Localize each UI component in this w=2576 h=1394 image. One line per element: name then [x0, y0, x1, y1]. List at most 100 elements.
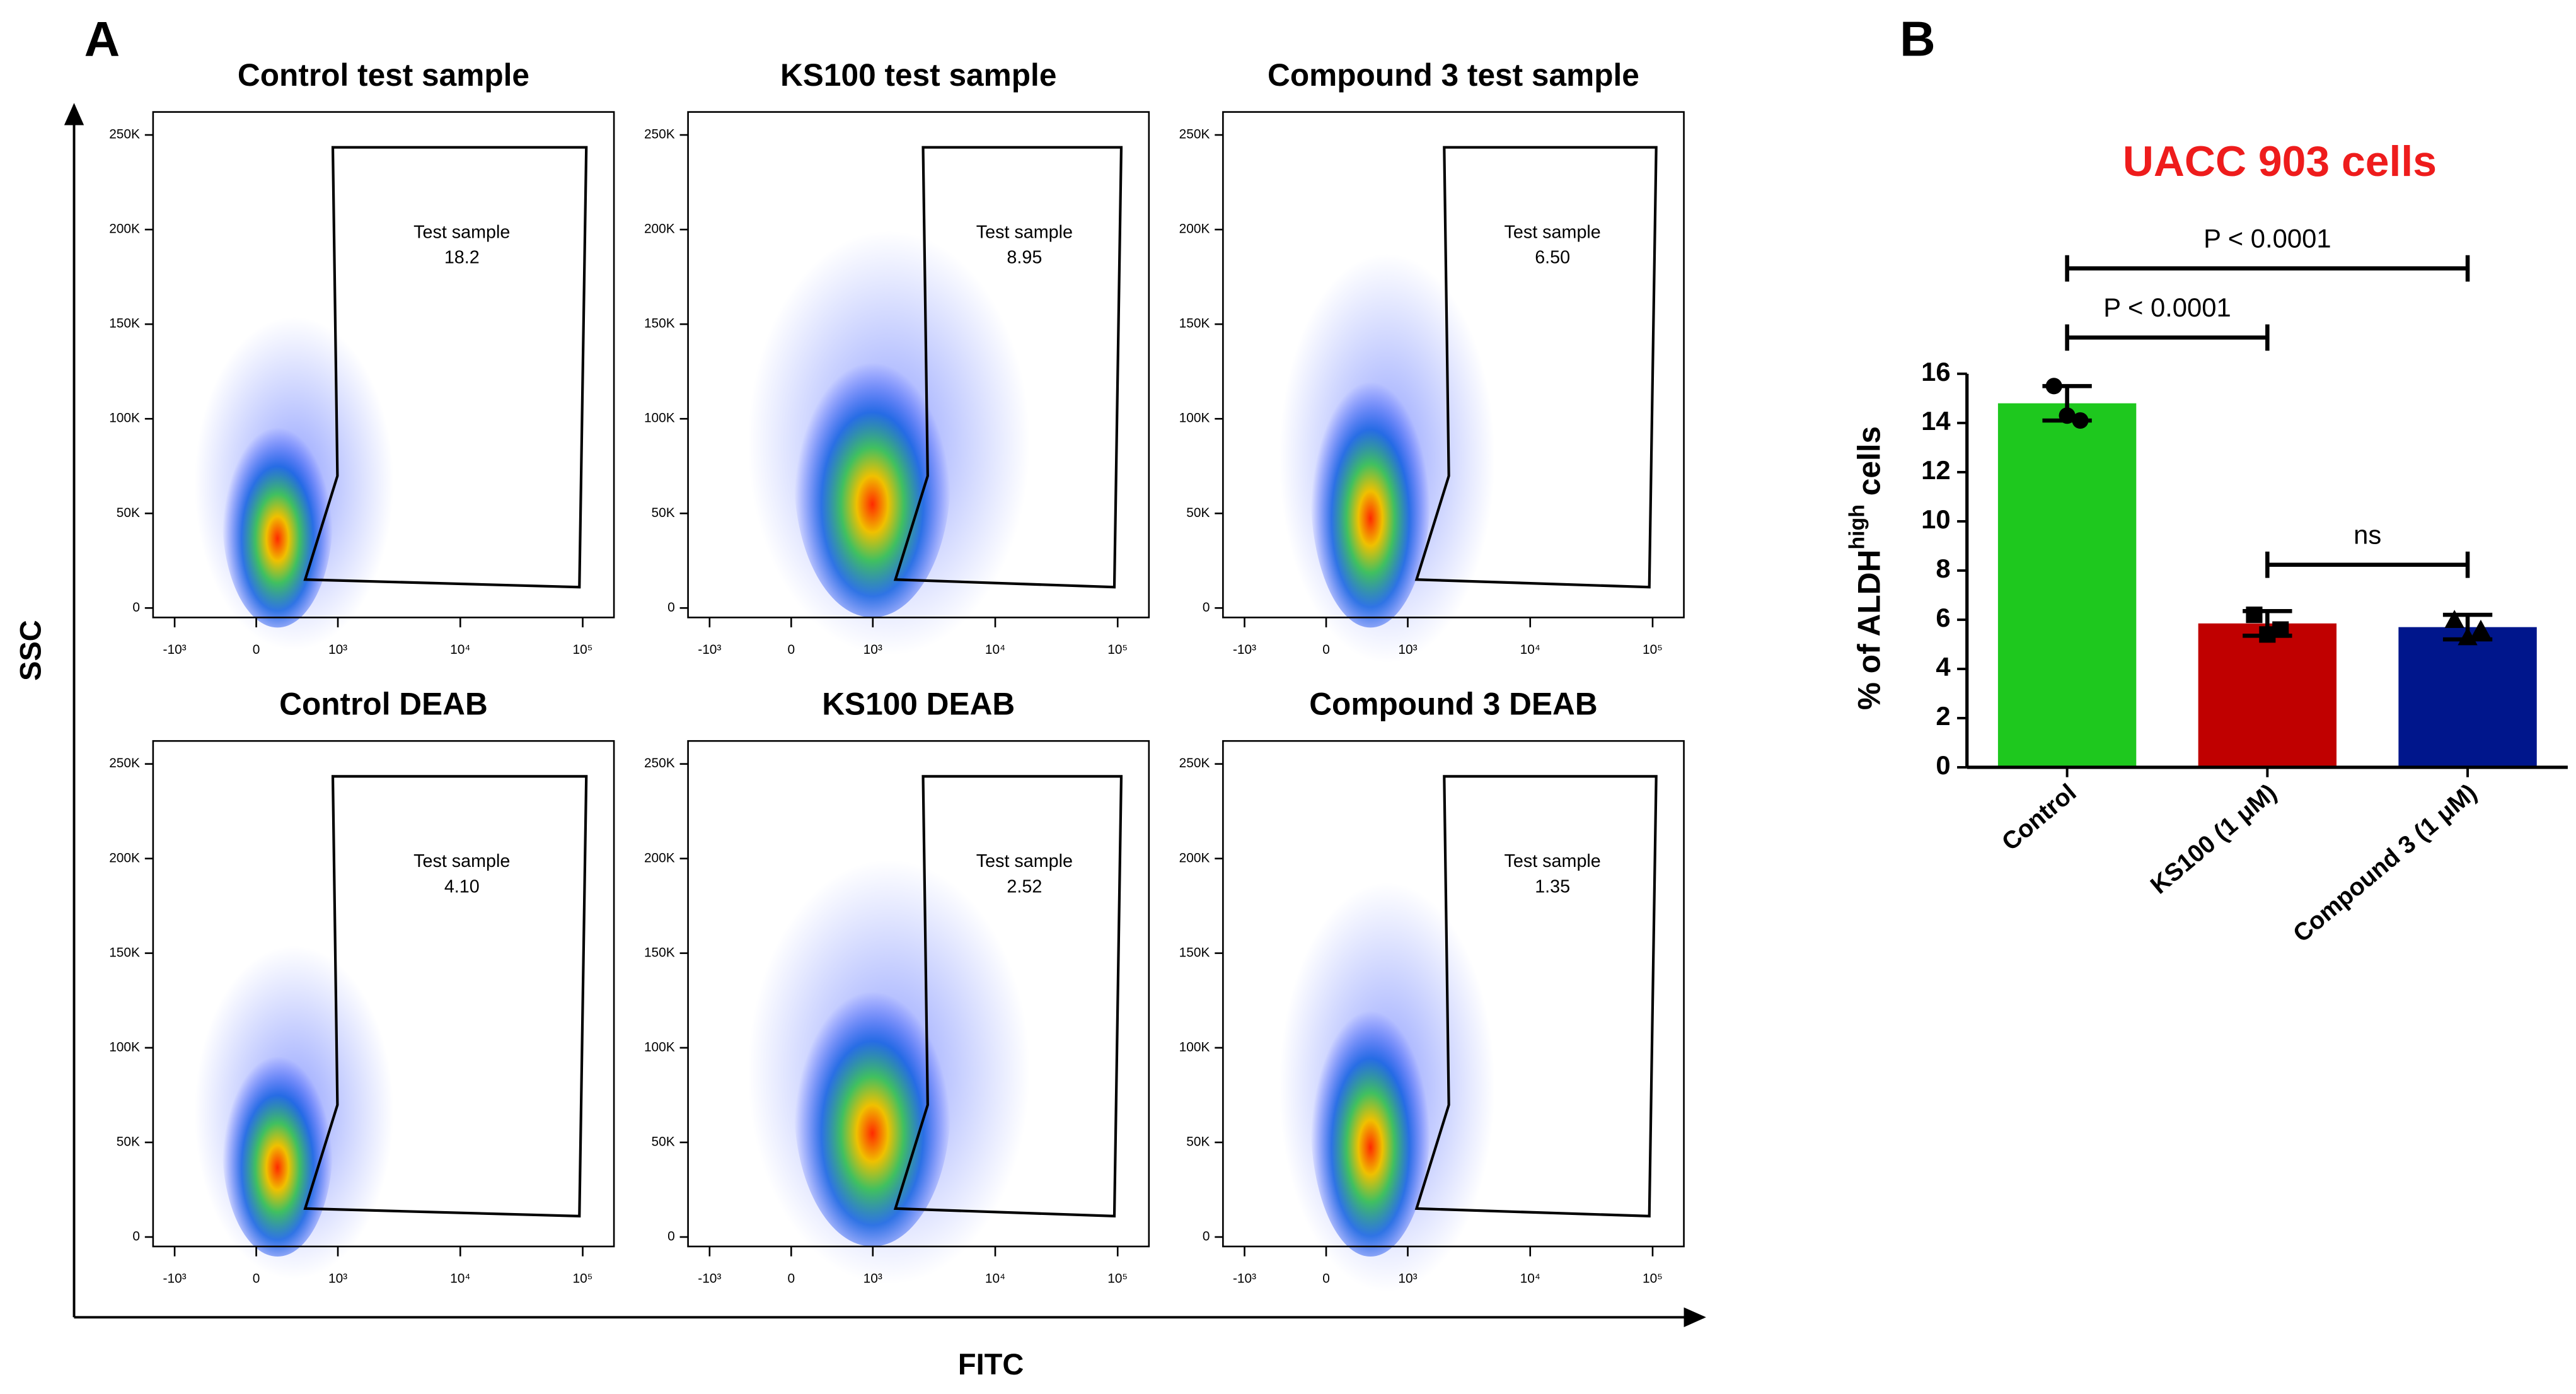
density — [794, 334, 951, 618]
gate-name: Test sample — [413, 223, 510, 243]
y-tick-label: 100K — [644, 411, 675, 426]
x-tick-label: 10⁴ — [985, 1272, 1005, 1286]
x-tick-label: 10⁵ — [573, 642, 593, 657]
x-tick-label: 10⁴ — [450, 642, 470, 657]
gate — [303, 775, 588, 1218]
x-tick-label: 0 — [1322, 1272, 1330, 1286]
x-tick-label: 10³ — [1398, 1272, 1417, 1286]
y-axis-label-part: % of ALDH — [1851, 550, 1886, 710]
chart-title: UACC 903 cells — [2123, 138, 2437, 185]
replicate-point — [2045, 378, 2062, 395]
y-tick-label: 50K — [652, 1134, 675, 1149]
x-tick-label: 10⁵ — [573, 1272, 593, 1286]
y-tick-label: 200K — [644, 222, 675, 236]
y-tick-label: 0 — [132, 1229, 140, 1244]
gate — [893, 775, 1123, 1218]
y-tick-label: 100K — [1179, 1040, 1210, 1054]
y-axis-label: % of ALDHhigh cells — [1845, 426, 1886, 710]
y-tick-label: 200K — [1179, 222, 1210, 236]
y-tick-label: 250K — [109, 127, 140, 142]
y-tick-label: 200K — [109, 222, 140, 236]
plot-frame — [1222, 740, 1685, 1248]
x-axis-label: FITC — [958, 1347, 1024, 1381]
y-tick-label: 250K — [1179, 756, 1210, 770]
gate-value: 6.50 — [1535, 248, 1570, 268]
x-tick-label: 0 — [787, 1272, 795, 1286]
gate-name: Test sample — [413, 851, 510, 871]
bar — [1997, 403, 2137, 768]
x-tick-label: KS100 (1 μM) — [2146, 779, 2282, 899]
y-tick-label: 250K — [1179, 127, 1210, 142]
y-tick-label: 150K — [109, 945, 140, 960]
replicate-point — [2059, 407, 2076, 424]
y-tick-label: 0 — [132, 600, 140, 615]
y-tick-label: 250K — [109, 756, 140, 770]
y-tick-label: 16 — [1921, 357, 1950, 386]
x-tick-label: 10⁵ — [1643, 642, 1663, 657]
x-tick-label: Compound 3 (1 μM) — [2288, 779, 2482, 948]
y-tick-label: 8 — [1936, 554, 1950, 583]
replicate-point — [2072, 412, 2089, 429]
significance-bracket — [2065, 324, 2270, 351]
gate-value: 2.52 — [1007, 876, 1042, 897]
plot-frame — [1222, 111, 1685, 619]
x-tick-label: 10⁴ — [1520, 642, 1540, 657]
y-tick-label: 150K — [1179, 945, 1210, 960]
y-tick-label: 12 — [1921, 455, 1950, 485]
bar — [2198, 623, 2337, 768]
y-tick-label: 50K — [117, 1134, 140, 1149]
x-tick-label: -10³ — [1233, 1272, 1256, 1286]
panel-label: A — [84, 11, 120, 67]
x-tick-label: 0 — [1322, 642, 1330, 657]
replicate-point — [2246, 607, 2263, 624]
y-tick-label: 100K — [1179, 411, 1210, 426]
y-tick-label: 0 — [1203, 600, 1210, 615]
significance-label: P < 0.0001 — [2103, 293, 2231, 322]
y-tick-label: 0 — [1936, 750, 1950, 780]
x-tick-label: 10³ — [1398, 642, 1417, 657]
gate — [303, 146, 588, 589]
x-tick-label: 10⁴ — [985, 642, 1005, 657]
gate — [1414, 146, 1658, 589]
y-tick-label: 14 — [1921, 406, 1950, 436]
density — [222, 405, 333, 628]
y-tick-label: 10 — [1921, 504, 1950, 534]
panel-label: B — [1900, 11, 1936, 67]
plot-frame — [687, 740, 1150, 1248]
gate-name: Test sample — [1505, 851, 1601, 871]
gate-name: Test sample — [1505, 223, 1601, 243]
y-tick-label: 150K — [644, 317, 675, 331]
gate — [893, 146, 1123, 589]
x-tick-label: 10⁴ — [450, 1272, 470, 1286]
gate — [1414, 775, 1658, 1218]
plot-title: Control test sample — [238, 57, 529, 93]
y-tick-label: 100K — [109, 1040, 140, 1054]
y-tick-label: 6 — [1936, 603, 1950, 632]
y-tick-label: 50K — [1186, 506, 1210, 520]
y-tick-label: 50K — [652, 506, 675, 520]
y-tick-label: 200K — [644, 851, 675, 865]
replicate-point — [2471, 619, 2491, 638]
significance-label: ns — [2354, 520, 2381, 549]
y-tick-label: 2 — [1936, 701, 1950, 731]
plot-title: KS100 test sample — [780, 57, 1056, 93]
x-tick-label: 0 — [787, 642, 795, 657]
significance-bracket — [2065, 255, 2470, 282]
y-tick-label: 0 — [667, 600, 675, 615]
x-tick-label: -10³ — [698, 642, 721, 657]
plot-title: KS100 DEAB — [822, 686, 1015, 721]
x-tick-label: -10³ — [163, 642, 187, 657]
x-tick-label: 10⁵ — [1107, 1272, 1128, 1286]
x-tick-label: 10³ — [328, 1272, 347, 1286]
y-tick-label: 200K — [1179, 851, 1210, 865]
x-tick-label: 10⁵ — [1643, 1272, 1663, 1286]
plot-title: Compound 3 DEAB — [1309, 686, 1597, 721]
x-tick-label: 10⁴ — [1520, 1272, 1540, 1286]
x-tick-label: 10³ — [863, 1272, 882, 1286]
x-tick-label: -10³ — [1233, 642, 1256, 657]
y-tick-label: 0 — [1203, 1229, 1210, 1244]
y-axis-label: SSC — [14, 620, 47, 681]
x-tick-label: 0 — [253, 1272, 260, 1286]
x-tick-label: 10³ — [863, 642, 882, 657]
